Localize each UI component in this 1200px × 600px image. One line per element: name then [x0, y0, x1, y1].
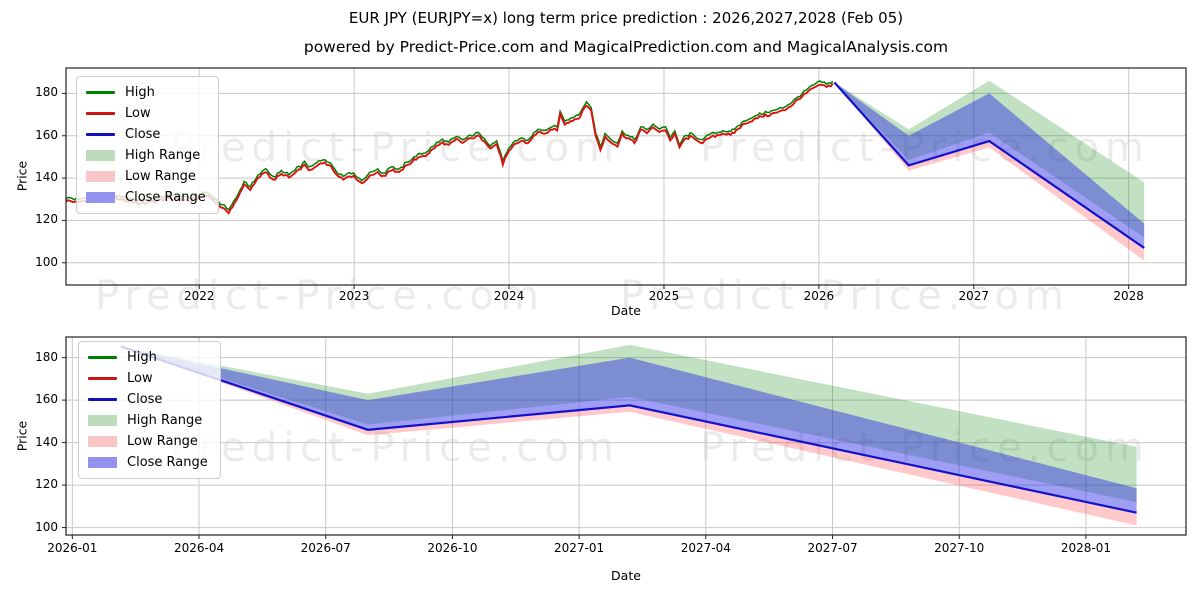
legend-item-close: Close: [86, 126, 206, 143]
legend-label: High Range: [125, 148, 201, 163]
bottom-chart-frame: [65, 336, 1187, 536]
bottom-x-tick-label: 2026-10: [427, 541, 478, 555]
legend-high-range-swatch: [86, 150, 115, 161]
legend-label: Close: [125, 127, 161, 142]
legend-label: High Range: [127, 413, 203, 428]
close-prediction-line: [120, 345, 1137, 514]
legend-item-close-range: Close Range: [86, 189, 206, 206]
legend-label: Close: [127, 392, 163, 407]
bottom-x-tick-label: 2027-04: [680, 541, 731, 555]
legend-label: Low Range: [125, 169, 196, 184]
figure-subtitle: powered by Predict-Price.com and Magical…: [303, 38, 949, 56]
top-y-tick-label: 180: [35, 85, 58, 100]
legend-item-high: High: [88, 349, 208, 366]
high-range-band: [120, 344, 1137, 503]
legend-close-range-swatch: [88, 457, 117, 468]
legend-item-low: Low: [86, 105, 206, 122]
bottom-y-tick-label: 160: [35, 392, 58, 407]
legend-item-close-range: Close Range: [88, 454, 208, 471]
legend-item-low-range: Low Range: [86, 168, 206, 185]
top-chart-frame: [65, 67, 1187, 286]
legend-item-high: High: [86, 84, 206, 101]
top-x-tick-label: 2023: [338, 289, 370, 303]
legend-low-range-swatch: [86, 171, 115, 182]
legend-label: Low: [127, 371, 153, 386]
bottom-x-tick-label: 2026-01: [47, 541, 98, 555]
top-chart-xlabel: Date: [611, 303, 641, 318]
close-range-band: [834, 82, 1145, 248]
legend-label: Low: [125, 106, 151, 121]
top-x-tick-label: 2022: [183, 289, 215, 303]
bottom-chart-legend: High Low Close High Range Low Range Close Ran…: [78, 341, 221, 479]
bottom-y-tick-label: 140: [35, 434, 58, 449]
legend-label: Low Range: [127, 434, 198, 449]
bottom-y-tick-label: 120: [35, 477, 58, 492]
bottom-y-tick-label: 180: [35, 349, 58, 364]
legend-item-close: Close: [88, 391, 208, 408]
top-chart-legend: High Low Close High Range Low Range Close Ran…: [76, 76, 219, 214]
close-prediction-line: [833, 81, 1145, 249]
legend-label: High: [125, 85, 155, 100]
legend-high-range-swatch: [88, 415, 117, 426]
bottom-x-tick-label: 2027-07: [807, 541, 858, 555]
legend-low-swatch: [88, 377, 117, 380]
legend-item-high-range: High Range: [88, 412, 208, 429]
top-x-tick-label: 2027: [958, 289, 990, 303]
bottom-y-tick-label: 100: [35, 519, 58, 534]
top-y-tick-label: 100: [35, 254, 58, 269]
top-y-tick-label: 160: [35, 127, 58, 142]
bottom-x-tick-label: 2026-07: [300, 541, 351, 555]
legend-low-swatch: [86, 112, 115, 115]
top-x-tick-label: 2026: [803, 289, 835, 303]
legend-item-high-range: High Range: [86, 147, 206, 164]
top-y-tick-label: 120: [35, 212, 58, 227]
bottom-x-tick-label: 2026-04: [173, 541, 225, 555]
bottom-x-tick-label: 2028-01: [1060, 541, 1111, 555]
bottom-x-tick-label: 2027-01: [554, 541, 605, 555]
legend-label: Close Range: [127, 455, 208, 470]
legend-close-swatch: [86, 133, 115, 136]
legend-close-swatch: [88, 398, 117, 401]
legend-label: Close Range: [125, 190, 206, 205]
bottom-x-tick-label: 2027-10: [934, 541, 985, 555]
figure-title: EUR JPY (EURJPY=x) long term price predi…: [348, 9, 904, 27]
top-x-tick-label: 2024: [493, 289, 525, 303]
legend-high-swatch: [88, 356, 117, 359]
legend-item-low-range: Low Range: [88, 433, 208, 450]
top-x-tick-label: 2028: [1113, 289, 1144, 303]
bottom-chart-xlabel: Date: [611, 568, 641, 583]
high-range-band: [834, 80, 1145, 238]
legend-item-low: Low: [88, 370, 208, 387]
close-range-band: [120, 346, 1137, 513]
top-x-tick-label: 2025: [648, 289, 680, 303]
legend-close-range-swatch: [86, 192, 115, 203]
legend-low-range-swatch: [88, 436, 117, 447]
top-y-tick-label: 140: [35, 170, 58, 185]
legend-high-swatch: [86, 91, 115, 94]
legend-label: High: [127, 350, 157, 365]
